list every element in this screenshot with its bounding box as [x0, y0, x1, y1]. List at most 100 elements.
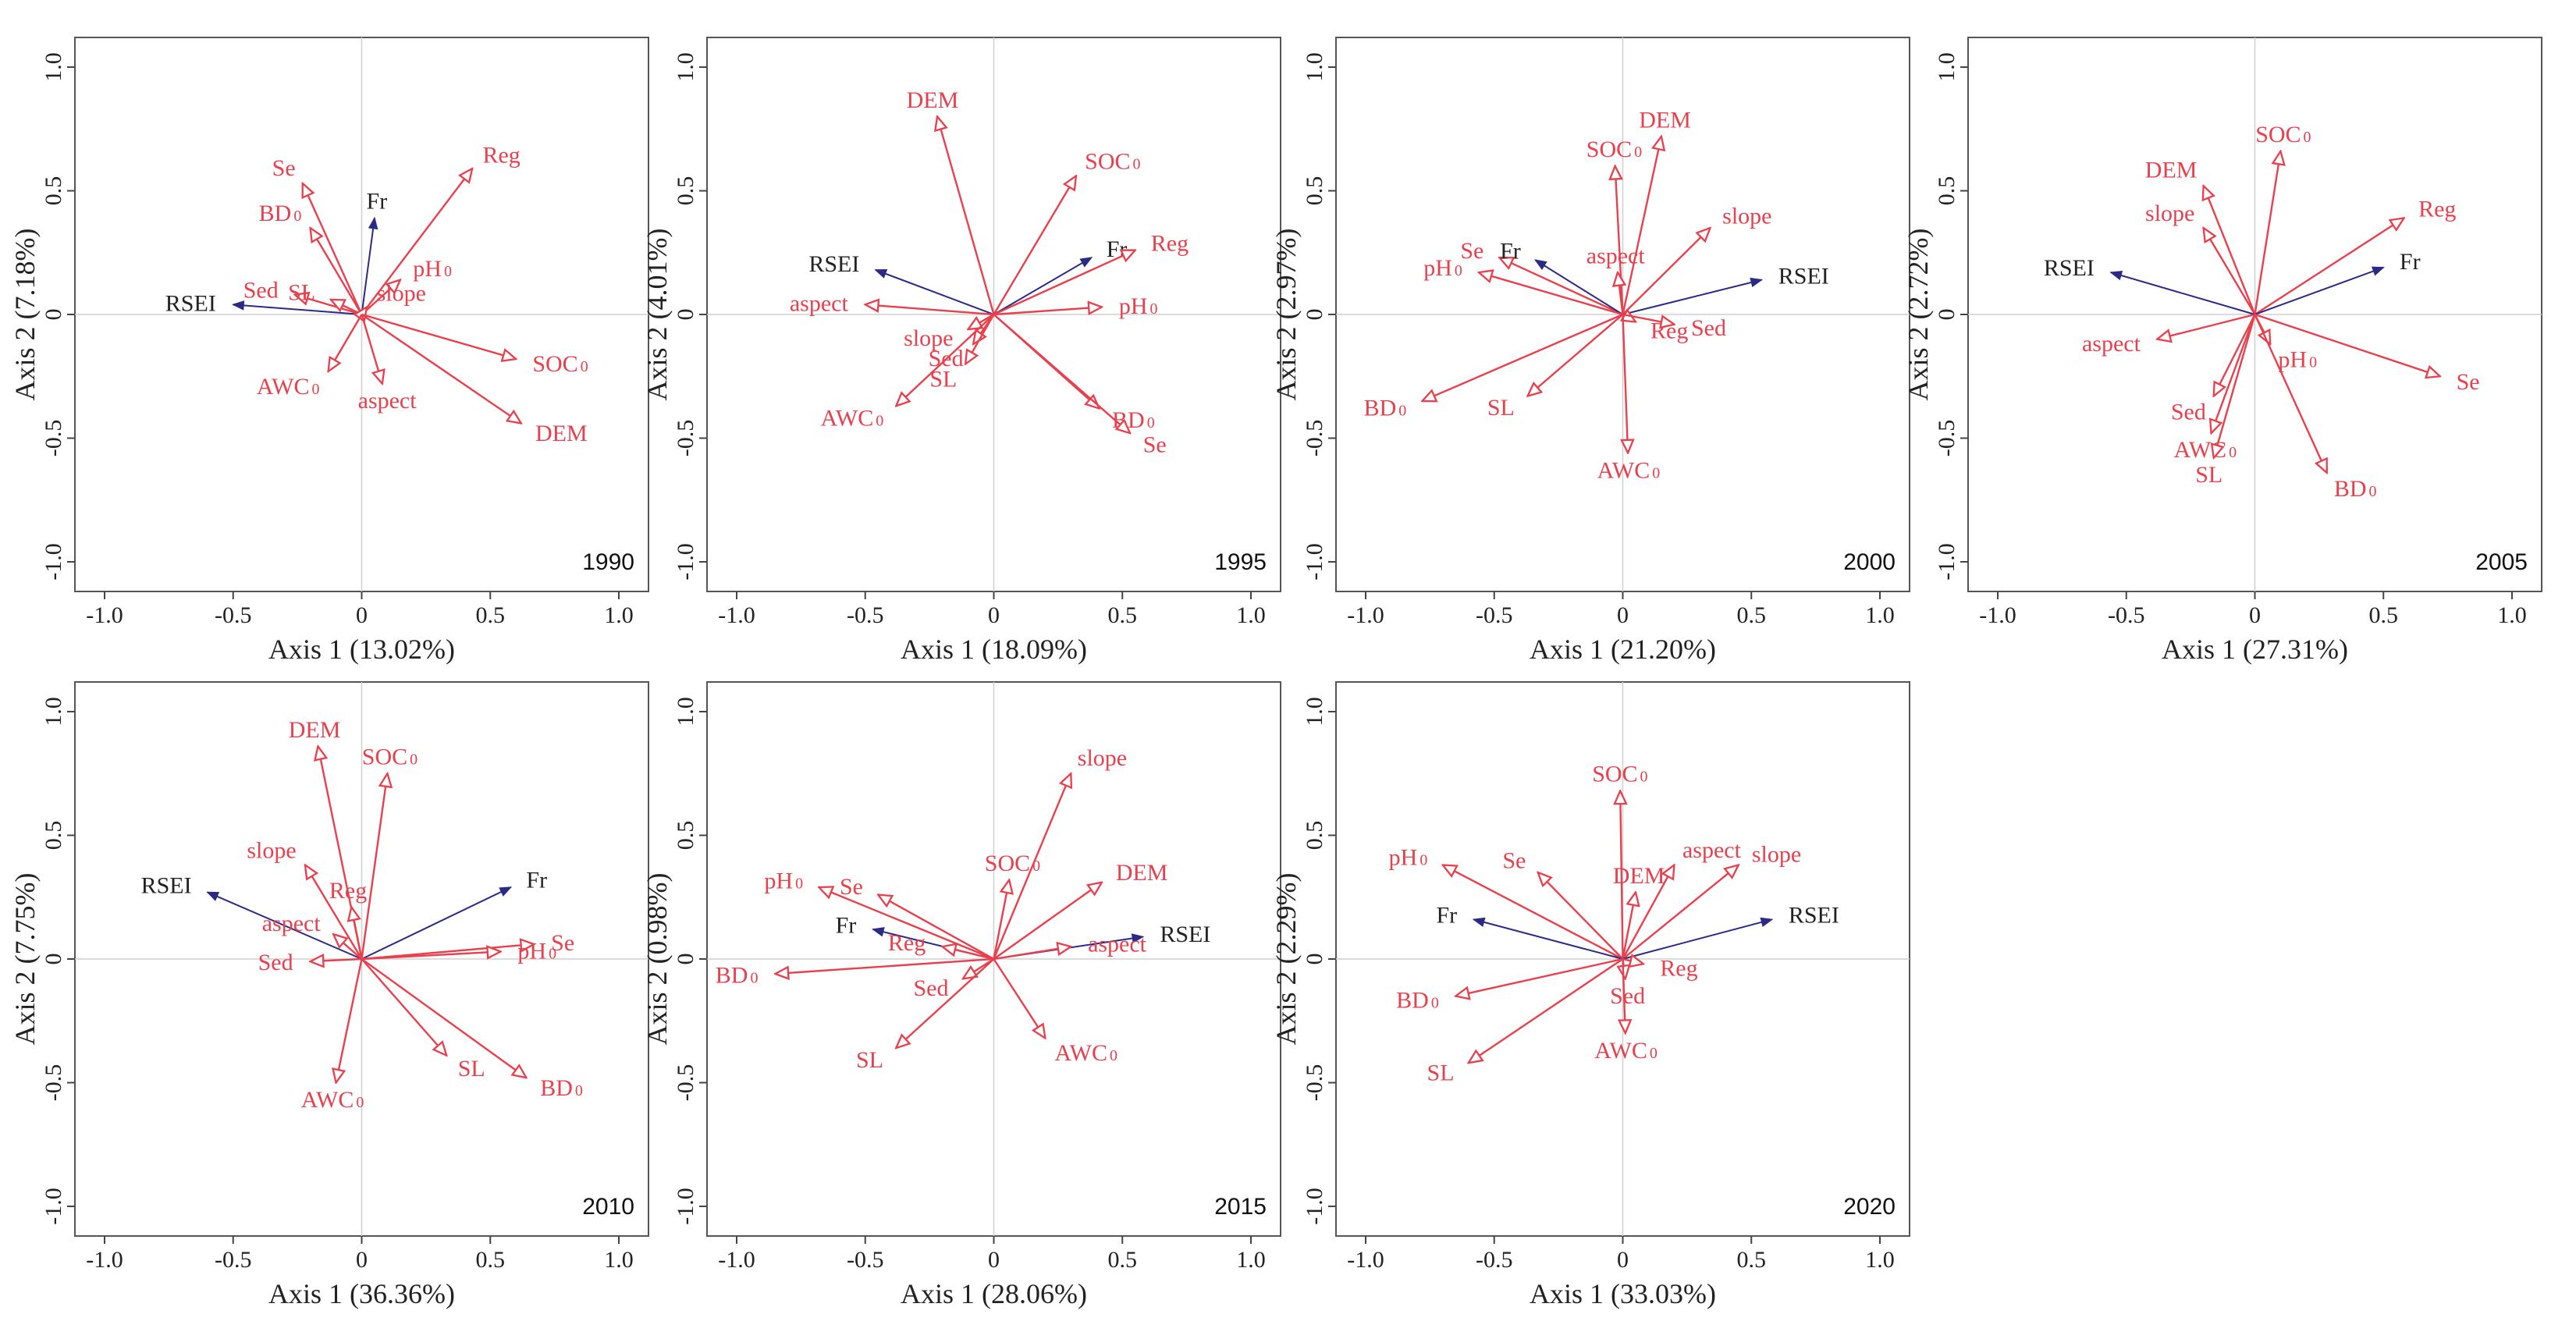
vector-label-reg: Reg	[2418, 196, 2456, 222]
vector-arrow-se	[1499, 258, 1624, 316]
y-tick-label: 0	[1934, 309, 1960, 321]
x-tick-label: 1.0	[604, 602, 634, 628]
vector-arrow-bd-0	[775, 957, 994, 974]
vector-label-se: Se	[1502, 847, 1526, 873]
vector-label-sed: Sed	[1691, 315, 1726, 341]
vector-label-bd-0: BD 0	[1364, 396, 1407, 421]
y-tick-label: -0.5	[1934, 420, 1960, 457]
vector-arrow-dem	[1622, 892, 1636, 960]
x-axis-label: Axis 1 (27.31%)	[2162, 634, 2348, 665]
x-axis-label: Axis 1 (13.02%)	[268, 634, 455, 665]
vector-label-se: Se	[1143, 432, 1167, 458]
vector-arrow-bd-0	[361, 958, 527, 1078]
vector-label-sl: SL	[2195, 462, 2222, 488]
vector-label-se: Se	[2457, 369, 2480, 395]
vector-arrow-dem	[993, 883, 1102, 960]
vector-arrow-se	[993, 314, 1131, 433]
y-tick-label: 0.5	[1302, 821, 1327, 851]
x-tick-label: -0.5	[847, 1247, 884, 1273]
biplot-panel-2005: -1.0 -1.0 -0.5 -0.5 0 0 0.5 0.5 1.0 1.0 Axis 1 (27…	[1903, 37, 2542, 665]
vector-label-awc-0: AWC 0	[1597, 458, 1661, 484]
vector-arrow-soc-0	[2254, 151, 2281, 315]
vector-arrow-fr	[1473, 919, 1623, 960]
vector-label-sed: Sed	[913, 975, 948, 1001]
vector-arrow-aspect	[361, 314, 382, 384]
vector-arrow-awc-0	[1623, 958, 1626, 1033]
vector-arrow-fr	[361, 886, 511, 960]
vector-arrow-reg	[361, 169, 473, 315]
vector-arrow-soc-0	[1615, 166, 1624, 315]
vector-arrow-rsei	[876, 270, 994, 315]
y-tick-label: 1.0	[673, 52, 698, 82]
y-tick-label: 1.0	[1302, 52, 1327, 82]
vector-label-slope: slope	[2145, 201, 2194, 226]
vector-label-rsei: RSEI	[141, 873, 192, 899]
y-tick-label: -0.5	[41, 420, 66, 457]
vector-arrow-sed	[295, 295, 362, 316]
y-tick-label: -1.0	[1302, 1188, 1327, 1225]
y-tick-label: -0.5	[1302, 1064, 1327, 1102]
vector-label-sl: SL	[458, 1056, 485, 1082]
vector-label-sl: SL	[1487, 395, 1515, 421]
vector-arrow-bd-0	[1422, 313, 1623, 401]
x-tick-label: 1.0	[2497, 602, 2527, 628]
y-tick-label: 0.5	[673, 821, 698, 851]
x-tick-label: -0.5	[847, 602, 884, 628]
vector-label-soc-0: SOC 0	[362, 744, 417, 769]
vector-label-slope: slope	[904, 325, 953, 351]
x-tick-label: 0.5	[476, 602, 506, 628]
vector-label-se: Se	[272, 155, 296, 181]
x-tick-label: 0	[356, 1247, 368, 1273]
year-label: 2005	[2475, 549, 2528, 575]
vector-label-bd-0: BD 0	[259, 201, 302, 226]
vector-arrow-slope	[1622, 865, 1739, 960]
vector-arrow-reg	[351, 907, 363, 960]
vector-label-soc-0: SOC 0	[1586, 137, 1642, 162]
x-tick-label: -0.5	[1476, 1247, 1513, 1273]
vector-arrow-aspect	[993, 947, 1071, 961]
x-tick-label: -0.5	[215, 1247, 252, 1273]
vector-label-sed: Sed	[2171, 399, 2206, 424]
vector-arrow-soc-0	[993, 176, 1076, 315]
vector-arrow-sl	[361, 958, 447, 1056]
y-axis-label: Axis 2 (0.98%)	[641, 873, 673, 1046]
vector-label-slope: slope	[377, 280, 426, 306]
vector-label-aspect: aspect	[790, 291, 849, 317]
vector-arrow-slope	[362, 307, 368, 314]
vector-arrow-awc-0	[993, 958, 1046, 1038]
vector-label-dem: DEM	[1116, 860, 1168, 886]
vector-label-dem: DEM	[289, 717, 341, 743]
y-axis-label: Axis 2 (7.75%)	[9, 873, 41, 1046]
vector-arrow-rsei	[2111, 272, 2255, 315]
vector-arrow-slope	[2204, 228, 2256, 315]
vector-arrow-awc-0	[329, 314, 363, 371]
vector-arrow-awc-0	[896, 314, 995, 406]
y-tick-label: -1.0	[673, 543, 698, 581]
y-tick-label: 0	[41, 309, 66, 321]
vector-arrow-rsei	[1622, 919, 1772, 960]
vector-label-sl: SL	[288, 279, 315, 305]
vector-label-slope: slope	[1752, 842, 1801, 868]
vector-arrow-ph-0	[993, 307, 1102, 316]
vector-label-rsei: RSEI	[1778, 263, 1829, 289]
vector-arrow-dem	[1622, 137, 1661, 315]
vector-label-rsei: RSEI	[1789, 903, 1839, 929]
x-tick-label: 0.5	[2369, 602, 2399, 628]
biplot-panel-2000: -1.0 -1.0 -0.5 -0.5 0 0 0.5 0.5 1.0 1.0 Axis 1 (21…	[1270, 37, 1910, 665]
vector-label-ph-0: pH 0	[1423, 255, 1462, 281]
x-axis-label: Axis 1 (18.09%)	[901, 634, 1087, 665]
vector-label-aspect: aspect	[358, 388, 417, 414]
vector-label-aspect: aspect	[1682, 837, 1742, 863]
vector-arrow-slope	[993, 773, 1071, 960]
vector-arrow-soc-0	[993, 880, 1010, 960]
y-tick-label: 0.5	[41, 176, 66, 206]
year-label: 1995	[1214, 549, 1267, 575]
y-tick-label: 0.5	[41, 821, 66, 851]
y-axis-label: Axis 2 (2.97%)	[1270, 229, 1302, 401]
vector-label-slope: slope	[1722, 204, 1771, 229]
biplot-panel-1995: -1.0 -1.0 -0.5 -0.5 0 0 0.5 0.5 1.0 1.0 Axis 1 (18…	[641, 37, 1281, 665]
vector-arrow-dem	[2204, 186, 2256, 315]
vector-arrow-fr	[1535, 260, 1624, 315]
y-tick-label: 1.0	[41, 697, 66, 726]
vector-arrow-slope	[1622, 228, 1711, 315]
